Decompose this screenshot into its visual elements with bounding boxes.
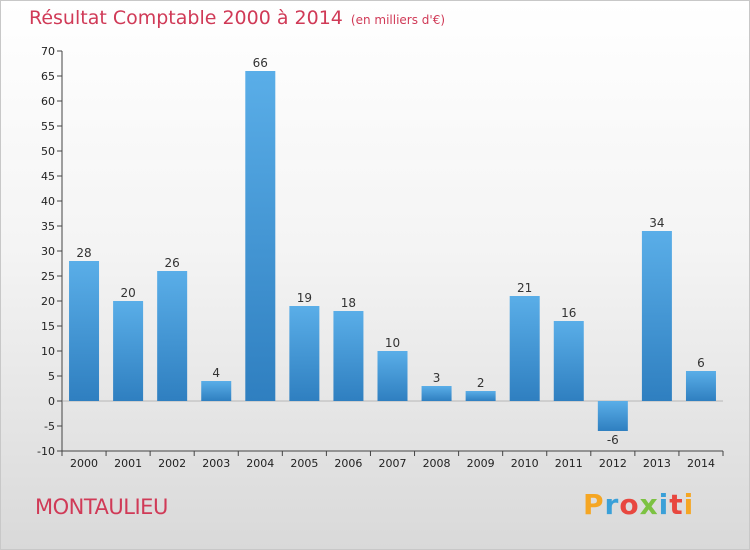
commune-name: MONTAULIEU xyxy=(35,495,168,519)
logo-letter: x xyxy=(639,488,659,521)
data-label: 3 xyxy=(433,371,441,385)
data-label: 28 xyxy=(76,246,91,260)
bar xyxy=(509,296,540,401)
x-tick-label: 2006 xyxy=(334,457,362,470)
bar xyxy=(157,271,188,401)
data-label: 16 xyxy=(561,306,576,320)
y-tick-label: 30 xyxy=(41,245,55,258)
data-label: 2 xyxy=(477,376,485,390)
bar xyxy=(69,261,100,401)
y-tick-label: -10 xyxy=(37,445,55,458)
bar xyxy=(201,381,232,401)
x-tick-label: 2008 xyxy=(423,457,451,470)
y-tick-label: 70 xyxy=(41,45,55,58)
logo-letter: P xyxy=(583,488,605,521)
x-tick-label: 2001 xyxy=(114,457,142,470)
data-label: 18 xyxy=(341,296,356,310)
data-label: 4 xyxy=(212,366,220,380)
logo-letter: i xyxy=(658,488,670,521)
bar xyxy=(245,71,276,401)
proxiti-logo: Proxiti xyxy=(583,488,694,521)
logo-letter: i xyxy=(683,488,695,521)
bar xyxy=(333,311,364,401)
logo-letter: t xyxy=(669,488,684,521)
bar xyxy=(641,231,672,401)
data-label: 20 xyxy=(120,286,135,300)
x-tick-label: 2009 xyxy=(467,457,495,470)
x-tick-label: 2007 xyxy=(379,457,407,470)
data-label: 26 xyxy=(165,256,180,270)
logo-letter: r xyxy=(604,488,620,521)
y-tick-label: -5 xyxy=(44,420,55,433)
bar xyxy=(113,301,144,401)
x-tick-label: 2005 xyxy=(290,457,318,470)
y-tick-label: 15 xyxy=(41,320,55,333)
y-tick-label: 0 xyxy=(48,395,55,408)
bar xyxy=(289,306,320,401)
y-tick-label: 5 xyxy=(48,370,55,383)
data-label: 66 xyxy=(253,56,268,70)
y-tick-label: 35 xyxy=(41,220,55,233)
bar xyxy=(685,371,716,401)
data-label: -6 xyxy=(607,433,619,447)
x-tick-label: 2011 xyxy=(555,457,583,470)
y-tick-label: 65 xyxy=(41,70,55,83)
y-tick-label: 45 xyxy=(41,170,55,183)
title-line: Résultat Comptable 2000 à 2014 (en millie… xyxy=(29,7,445,29)
x-tick-label: 2000 xyxy=(70,457,98,470)
chart-title: Résultat Comptable 2000 à 2014 xyxy=(29,7,343,29)
y-tick-label: 60 xyxy=(41,95,55,108)
x-tick-label: 2002 xyxy=(158,457,186,470)
x-tick-label: 2003 xyxy=(202,457,230,470)
y-tick-label: 10 xyxy=(41,345,55,358)
data-label: 10 xyxy=(385,336,400,350)
data-label: 21 xyxy=(517,281,532,295)
bar xyxy=(421,386,452,401)
logo-letter: o xyxy=(619,488,640,521)
bar xyxy=(465,391,496,401)
x-tick-label: 2014 xyxy=(687,457,715,470)
y-tick-label: 40 xyxy=(41,195,55,208)
bar xyxy=(553,321,584,401)
chart-subtitle: (en milliers d'€) xyxy=(350,13,446,27)
data-label: 34 xyxy=(649,216,664,230)
data-label: 6 xyxy=(697,356,705,370)
y-tick-label: 50 xyxy=(41,145,55,158)
y-tick-label: 20 xyxy=(41,295,55,308)
x-tick-label: 2012 xyxy=(599,457,627,470)
y-tick-label: 55 xyxy=(41,120,55,133)
data-label: 19 xyxy=(297,291,312,305)
bar xyxy=(377,351,408,401)
bar xyxy=(597,401,628,431)
x-tick-label: 2013 xyxy=(643,457,671,470)
x-tick-label: 2004 xyxy=(246,457,274,470)
y-tick-label: 25 xyxy=(41,270,55,283)
x-tick-label: 2010 xyxy=(511,457,539,470)
